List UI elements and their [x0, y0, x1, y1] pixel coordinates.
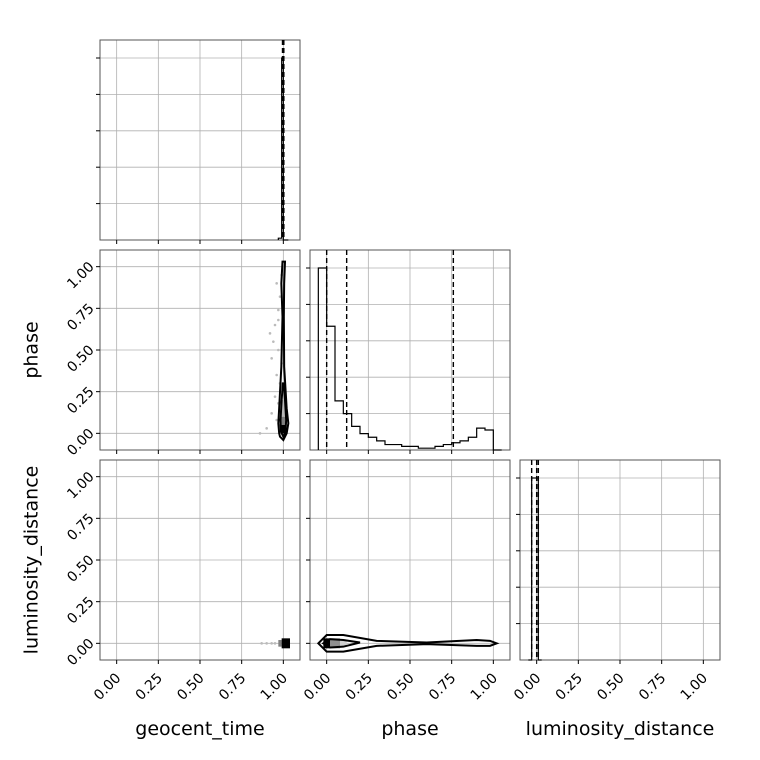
density-block [280, 416, 286, 425]
scatter-point [275, 282, 278, 285]
x-tick-label: 0.50 [594, 670, 627, 703]
x-tick-label: 0.25 [343, 670, 376, 703]
panel-geocent_time-vs-phase [258, 260, 290, 442]
scatter-point [273, 323, 277, 327]
x-tick-label: 0.00 [301, 670, 334, 703]
y-tick-label: 0.75 [64, 301, 97, 334]
density-block [340, 640, 347, 646]
scatter-point [275, 373, 278, 377]
contour [277, 260, 290, 442]
scatter-point [270, 357, 273, 360]
grid [520, 460, 720, 660]
grid [100, 250, 300, 450]
y-tick-label: 0.50 [64, 342, 97, 375]
y-tick-label: 0.00 [64, 426, 97, 459]
x-tick-label: 0.75 [636, 670, 669, 703]
scatter-point [272, 340, 275, 343]
scatter-point [265, 642, 268, 645]
density-block [323, 638, 330, 649]
contour [316, 634, 500, 653]
density-block [280, 400, 286, 417]
scatter-point [270, 412, 273, 415]
panel-geocent_time-vs-luminosity_distance [260, 638, 290, 649]
grid [100, 460, 300, 660]
grid [310, 250, 510, 450]
scatter-point [265, 427, 268, 430]
x-tick-label: 0.50 [174, 670, 207, 703]
grid [100, 40, 300, 240]
x-tick-label: 0.25 [133, 670, 166, 703]
x-axis-label-geocent_time: geocent_time [135, 718, 264, 740]
density-block [278, 640, 282, 647]
panel-phase-vs-luminosity_distance [316, 634, 500, 653]
x-tick-label: 1.00 [678, 670, 711, 703]
y-tick-label: 0.50 [64, 552, 97, 585]
scatter-point [278, 295, 282, 298]
scatter-point [277, 318, 280, 322]
density-block [281, 638, 290, 649]
histogram-phase [317, 267, 502, 451]
grid [310, 460, 510, 660]
x-tick-label: 0.50 [384, 670, 417, 703]
contour [321, 638, 361, 649]
scatter-point [277, 308, 280, 312]
x-tick-label: 0.75 [216, 670, 249, 703]
scatter-point [275, 418, 278, 422]
scatter-point [273, 642, 277, 645]
x-tick-label: 0.00 [511, 670, 544, 703]
y-tick-label: 1.00 [64, 259, 97, 292]
x-tick-label: 0.75 [426, 670, 459, 703]
x-tick-label: 1.00 [468, 670, 501, 703]
scatter-point [273, 395, 277, 398]
x-axis-label-phase: phase [381, 718, 438, 740]
x-tick-label: 1.00 [258, 670, 291, 703]
x-tick-label: 0.00 [91, 670, 124, 703]
scatter-point [258, 432, 262, 435]
density-block [330, 638, 340, 649]
x-tick-label: 0.25 [553, 670, 586, 703]
y-tick-label: 1.00 [64, 469, 97, 502]
scatter-point [268, 332, 272, 335]
y-tick-label: 0.75 [64, 511, 97, 544]
contour [279, 382, 288, 440]
y-tick-label: 0.25 [64, 594, 97, 627]
histogram-luminosity_distance [528, 477, 542, 661]
scatter-point [270, 642, 273, 645]
x-axis-label-luminosity_distance: luminosity_distance [526, 718, 715, 740]
scatter-point [260, 642, 263, 645]
y-tick-label: 0.00 [64, 636, 97, 669]
y-axis-label-luminosity_distance: luminosity_distance [21, 466, 43, 655]
y-tick-label: 0.25 [64, 384, 97, 417]
y-axis-label-phase: phase [21, 321, 43, 378]
density-block [280, 425, 286, 434]
scatter-point [277, 348, 280, 352]
